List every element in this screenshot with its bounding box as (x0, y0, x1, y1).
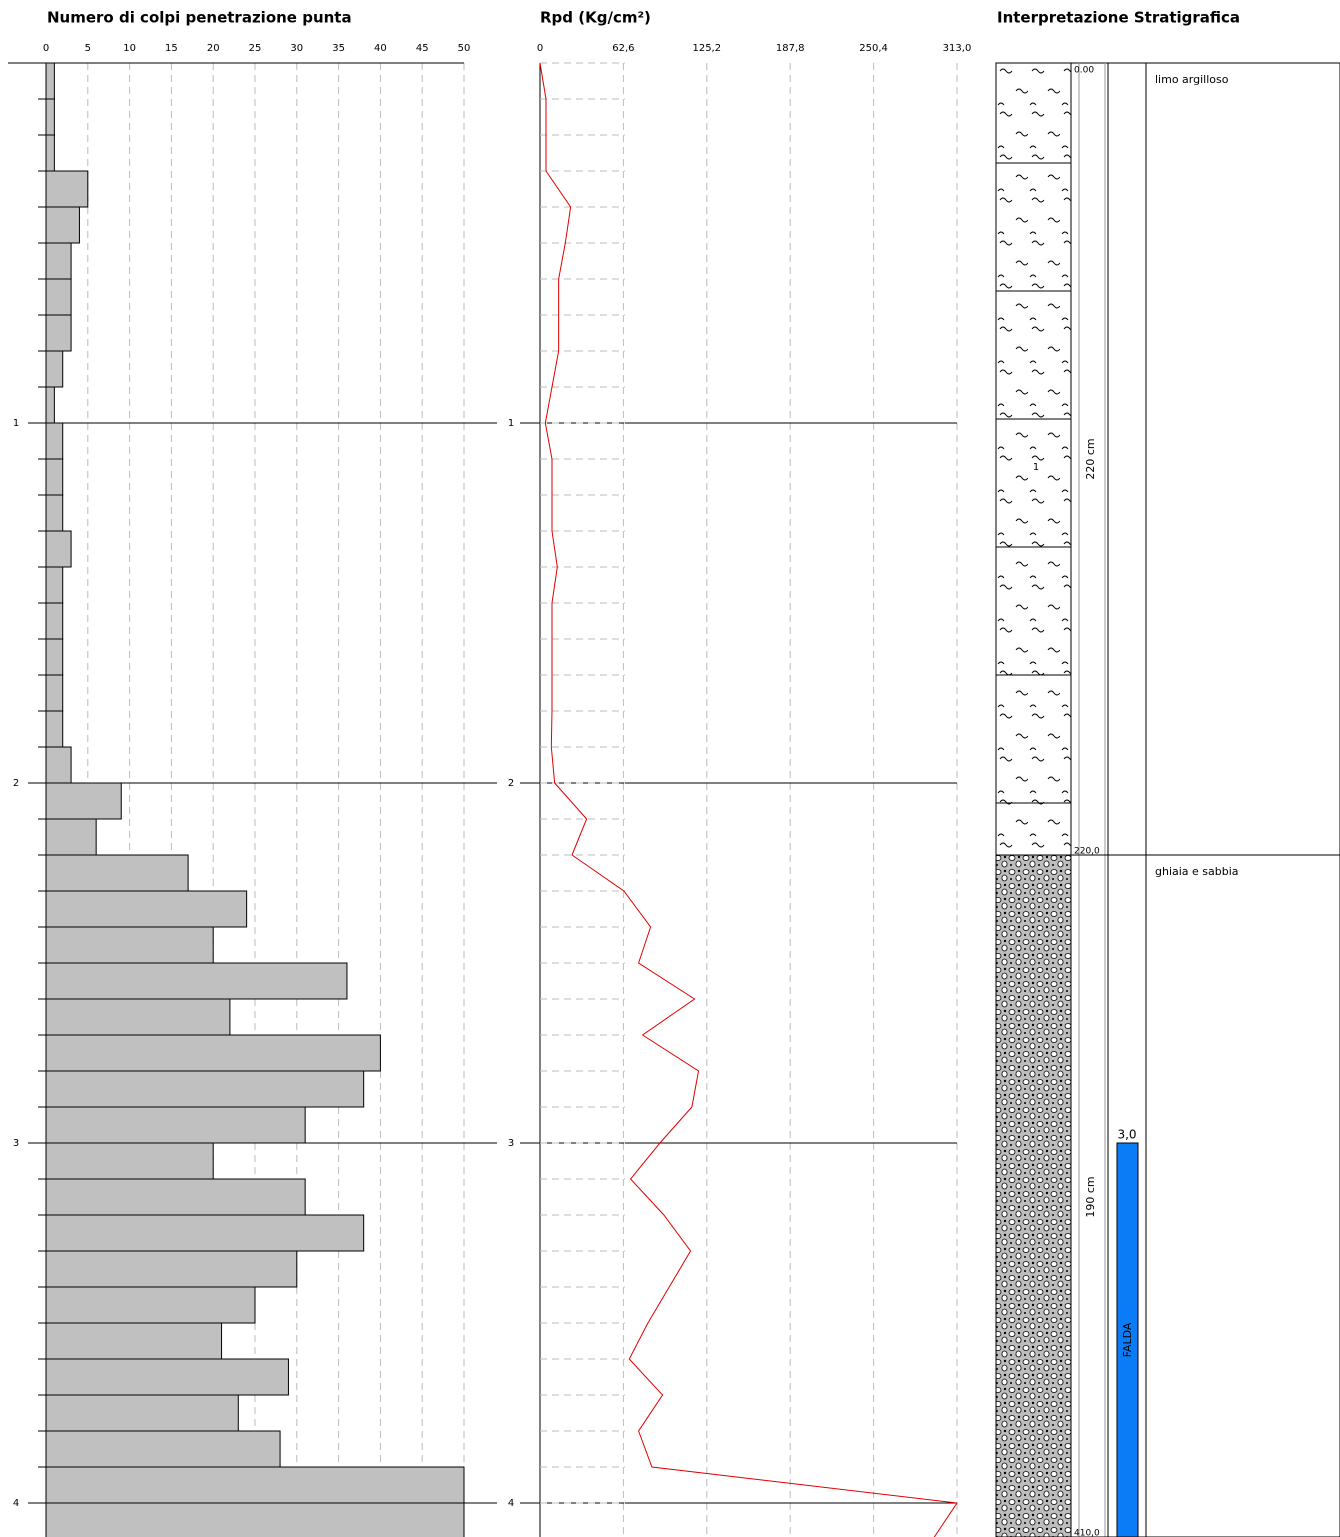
bar (45, 962, 348, 1000)
x-tick-label: 30 (290, 43, 303, 54)
chart-title: Rpd (Kg/cm²) (540, 9, 651, 27)
thickness: 220 cm (1084, 438, 1097, 479)
layer-description: limo argilloso (1155, 73, 1229, 86)
bar (45, 98, 55, 136)
bar (45, 710, 64, 748)
layer-description: ghiaia e sabbia (1155, 865, 1239, 878)
thickness: 190 cm (1084, 1176, 1097, 1217)
bar (45, 1502, 465, 1537)
x-tick-label: 35 (332, 43, 345, 54)
falda (1116, 1142, 1139, 1537)
bar (45, 314, 72, 352)
panel-title: Interpretazione Stratigrafica (997, 9, 1240, 27)
x-tick-label: 5 (85, 43, 91, 54)
x-tick-label: 0 (537, 43, 543, 54)
x-tick-label: 25 (249, 43, 262, 54)
bar (45, 242, 72, 280)
bar (45, 530, 72, 568)
bar (45, 818, 97, 856)
bar (45, 1250, 298, 1288)
x-tick-label: 40 (374, 43, 387, 54)
bar (45, 782, 122, 820)
x-tick-label: 50 (458, 43, 471, 54)
bar (45, 890, 248, 928)
bar (45, 1394, 239, 1432)
y-tick-label: 1 (13, 418, 19, 429)
bar (45, 1430, 281, 1468)
falda-depth: 3,0 (1117, 1128, 1136, 1142)
x-tick-label: 20 (207, 43, 220, 54)
chart-title: Numero di colpi penetrazione punta (47, 9, 352, 27)
bar (45, 674, 64, 712)
x-tick-label: 125,2 (692, 43, 721, 54)
x-tick-label: 187,8 (776, 43, 805, 54)
y-tick-label: 2 (13, 778, 19, 789)
bar (45, 566, 64, 604)
x-tick-label: 0 (43, 43, 49, 54)
y-tick-label: 4 (508, 1498, 514, 1509)
bar (45, 602, 64, 640)
bar (45, 350, 64, 388)
y-tick-label: 1 (508, 418, 514, 429)
bar (45, 458, 64, 496)
bar (45, 854, 189, 892)
bar (45, 746, 72, 784)
x-tick-label: 10 (123, 43, 136, 54)
y-tick-label: 3 (508, 1138, 514, 1149)
y-tick-label: 3 (13, 1138, 19, 1149)
bar (45, 170, 89, 208)
bar (45, 1142, 214, 1180)
x-tick-label: 45 (416, 43, 429, 54)
bar (45, 1358, 289, 1396)
bar (45, 1178, 306, 1216)
lithology (995, 62, 1072, 856)
bar (45, 1034, 381, 1072)
depth-label: 220,0 (1074, 847, 1100, 857)
rpd-line (539, 62, 958, 1537)
bar (45, 422, 64, 460)
bar (45, 1322, 223, 1360)
y-tick-label: 4 (13, 1498, 19, 1509)
bar (45, 926, 214, 964)
bar (45, 278, 72, 316)
depth-label: 0.00 (1074, 66, 1094, 76)
bar (45, 1214, 365, 1252)
bar (45, 638, 64, 676)
bar (45, 1106, 306, 1144)
bar (45, 386, 55, 424)
x-tick-label: 313,0 (943, 43, 972, 54)
layer-number: 1 (1033, 462, 1039, 473)
bar (45, 206, 80, 244)
lithology (995, 854, 1072, 1537)
bar (45, 62, 55, 100)
falda-label: FALDA (1121, 1322, 1134, 1357)
bar (45, 134, 55, 172)
bar (45, 1070, 365, 1108)
y-tick-label: 2 (508, 778, 514, 789)
bar (45, 1286, 256, 1324)
bar (45, 1466, 465, 1504)
depth-label: 410,0 (1074, 1529, 1100, 1537)
x-tick-label: 15 (165, 43, 178, 54)
bar (45, 998, 231, 1036)
bar (45, 494, 64, 532)
x-tick-label: 62,6 (612, 43, 634, 54)
x-tick-label: 250,4 (859, 43, 888, 54)
